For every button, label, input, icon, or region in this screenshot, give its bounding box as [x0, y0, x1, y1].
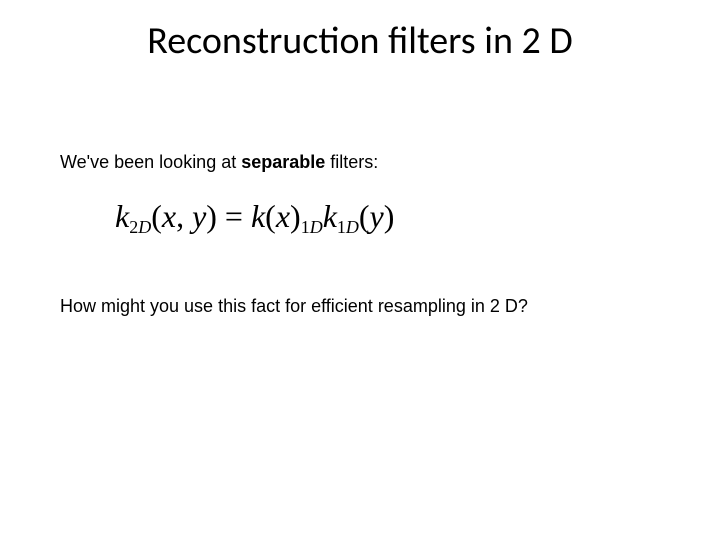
eq-k1: k [115, 198, 129, 234]
eq-x1: x [162, 198, 176, 234]
intro-text-post: filters: [325, 152, 378, 172]
eq-x2: x [276, 198, 290, 234]
eq-sub-1a: 1 [301, 217, 310, 237]
intro-text-bold: separable [241, 152, 325, 172]
eq-rp2: ) [290, 198, 301, 234]
eq-rp3: ) [384, 198, 395, 234]
eq-equals: = [217, 198, 251, 234]
eq-sub-d2: D [310, 217, 323, 237]
eq-sub-d1: D [138, 217, 151, 237]
equation: k2D(x, y) = k(x)1Dk1D(y) [115, 198, 394, 238]
eq-comma: , [176, 198, 192, 234]
eq-rp1: ) [206, 198, 217, 234]
eq-lp1: ( [151, 198, 162, 234]
intro-paragraph: We've been looking at separable filters: [60, 152, 378, 173]
eq-lp3: ( [359, 198, 370, 234]
eq-y2: y [370, 198, 384, 234]
intro-text-pre: We've been looking at [60, 152, 241, 172]
slide-title: Reconstruction filters in 2 D [0, 18, 720, 64]
eq-sub-d3: D [346, 217, 359, 237]
eq-lp2: ( [265, 198, 276, 234]
question-paragraph: How might you use this fact for efficien… [60, 296, 528, 317]
eq-y1: y [192, 198, 206, 234]
eq-sub-2: 2 [129, 217, 138, 237]
eq-k3: k [323, 198, 337, 234]
slide: Reconstruction filters in 2 D We've been… [0, 0, 720, 540]
eq-k2: k [251, 198, 265, 234]
eq-sub-1b: 1 [337, 217, 346, 237]
